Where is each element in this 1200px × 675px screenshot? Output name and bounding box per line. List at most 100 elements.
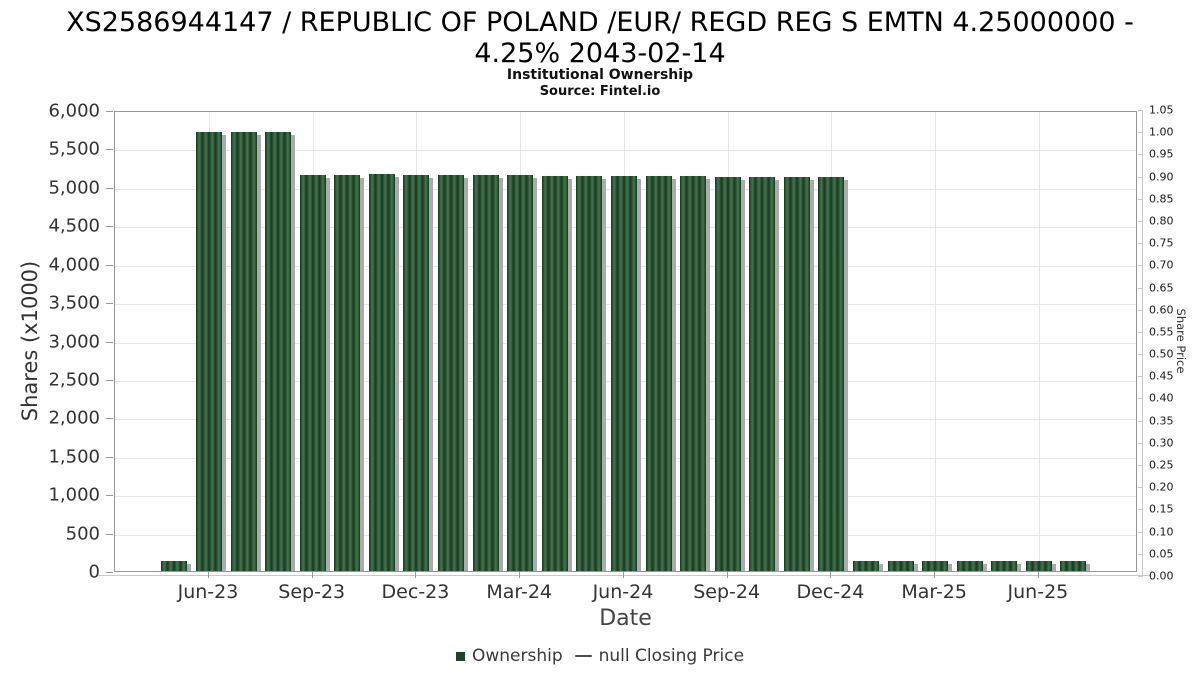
ownership-bar[interactable] (922, 561, 949, 571)
x-tick-mark (311, 572, 313, 578)
y-right-tick-mark (1138, 354, 1142, 356)
right-axis-line (1142, 110, 1143, 577)
y-right-tick-mark (1138, 398, 1142, 400)
y-right-tick-label: 0.95 (1149, 147, 1174, 161)
y-left-tick-label: 3,000 (48, 331, 100, 352)
y-right-tick-mark (1138, 132, 1142, 134)
x-tick-mark (830, 572, 832, 578)
legend-ownership-label: Ownership (471, 646, 563, 666)
y-left-tick-label: 6,000 (48, 100, 100, 122)
ownership-bar[interactable] (161, 561, 188, 571)
ownership-bar[interactable] (299, 174, 326, 571)
y-right-tick-mark (1138, 376, 1142, 378)
y-right-tick-label: 0.40 (1149, 391, 1174, 405)
ownership-bar[interactable] (334, 174, 361, 571)
ownership-bar[interactable] (541, 175, 568, 571)
chart-title-line1: XS2586944147 / REPUBLIC OF POLAND /EUR/ … (66, 7, 1134, 38)
gridline-vertical (1038, 112, 1040, 571)
y-right-tick-label: 0.45 (1149, 369, 1174, 383)
y-left-tick-mark (106, 226, 113, 228)
ownership-bar[interactable] (438, 175, 465, 571)
y-left-tick-label: 2,500 (48, 369, 100, 391)
ownership-bar[interactable] (368, 174, 395, 571)
y-left-tick-label: 4,000 (48, 254, 100, 276)
y-right-tick-label: 0.75 (1149, 236, 1174, 250)
chart-title-line2: 4.25% 2043-02-14 (474, 38, 726, 69)
y-right-tick-mark (1138, 309, 1142, 311)
x-tick-label: Sep-23 (278, 581, 346, 603)
ownership-bar[interactable] (714, 176, 741, 571)
y-left-tick-label: 3,500 (48, 292, 100, 314)
y-left-tick-mark (106, 456, 113, 458)
ownership-bar[interactable] (991, 561, 1018, 571)
gridline-vertical (935, 112, 937, 571)
x-tick-label: Jun-25 (1007, 581, 1069, 603)
x-tick-label: Mar-24 (486, 581, 553, 603)
y-left-tick-label: 5,500 (48, 138, 100, 160)
y-left-tick-label: 1,000 (48, 484, 100, 506)
legend-item-closing-price[interactable]: null Closing Price (574, 646, 744, 666)
y-right-tick-label: 1.05 (1149, 103, 1174, 117)
y-right-tick-label: 0.20 (1149, 480, 1174, 494)
ownership-bar[interactable] (195, 131, 222, 571)
ownership-bar[interactable] (680, 176, 707, 571)
ownership-bar[interactable] (645, 175, 672, 571)
y-left-tick-label: 2,000 (48, 407, 100, 429)
y-left-tick-label: 4,500 (48, 215, 100, 237)
y-right-tick-mark (1138, 287, 1142, 289)
y-right-tick-mark (1138, 465, 1142, 467)
y-left-tick-mark (106, 187, 113, 189)
x-tick-mark (519, 572, 521, 578)
y-right-tick-mark (1138, 110, 1142, 111)
ownership-bar[interactable] (610, 175, 637, 571)
y-left-tick-mark (106, 572, 113, 573)
ownership-bar[interactable] (472, 175, 499, 571)
y-right-tick-mark (1138, 509, 1142, 511)
x-tick-mark (207, 572, 209, 578)
y-right-tick-label: 0.00 (1149, 569, 1174, 583)
ownership-bar[interactable] (1025, 561, 1052, 571)
y-axis-title-right: Share Price (1174, 308, 1188, 374)
legend-item-ownership[interactable]: Ownership (455, 646, 563, 666)
y-right-tick-mark (1138, 487, 1142, 489)
x-tick-mark (726, 572, 728, 578)
legend: Ownership null Closing Price (0, 646, 1200, 666)
x-tick-mark (622, 572, 624, 578)
ownership-bar[interactable] (853, 561, 879, 571)
x-tick-label: Sep-24 (693, 581, 761, 603)
plot-area (114, 111, 1137, 572)
y-right-tick-mark (1138, 243, 1142, 245)
x-axis-title: Date (599, 606, 652, 631)
y-right-tick-label: 0.25 (1149, 458, 1174, 472)
y-right-tick-mark (1138, 553, 1142, 555)
y-left-tick-mark (106, 149, 113, 151)
ownership-bar[interactable] (956, 561, 983, 571)
ownership-bar[interactable] (230, 131, 257, 571)
x-tick-label: Dec-23 (381, 581, 450, 603)
ownership-bar[interactable] (887, 561, 914, 571)
y-left-tick-mark (106, 303, 113, 305)
ownership-bar[interactable] (403, 175, 430, 571)
ownership-bar[interactable] (749, 176, 776, 571)
y-right-tick-mark (1138, 531, 1142, 533)
gridline-horizontal (115, 150, 1136, 152)
x-tick-mark (934, 572, 936, 578)
ownership-square-icon (455, 651, 465, 661)
ownership-bar[interactable] (818, 177, 845, 571)
x-tick-mark (415, 572, 417, 578)
ownership-bar[interactable] (576, 175, 603, 571)
ownership-bar[interactable] (1060, 561, 1087, 571)
x-axis-line (98, 575, 1150, 576)
y-left-tick-mark (106, 418, 113, 420)
y-right-tick-mark (1138, 442, 1142, 444)
y-right-tick-label: 0.60 (1149, 303, 1174, 317)
chart-source: Source: Fintel.io (539, 84, 661, 99)
y-right-tick-mark (1138, 176, 1142, 178)
ownership-bar[interactable] (783, 176, 810, 571)
y-left-tick-mark (106, 111, 113, 112)
ownership-bar[interactable] (265, 131, 292, 571)
ownership-bar[interactable] (507, 175, 534, 571)
y-right-tick-label: 0.90 (1149, 170, 1174, 184)
x-tick-mark (1037, 572, 1039, 578)
y-right-tick-label: 0.55 (1149, 325, 1174, 339)
